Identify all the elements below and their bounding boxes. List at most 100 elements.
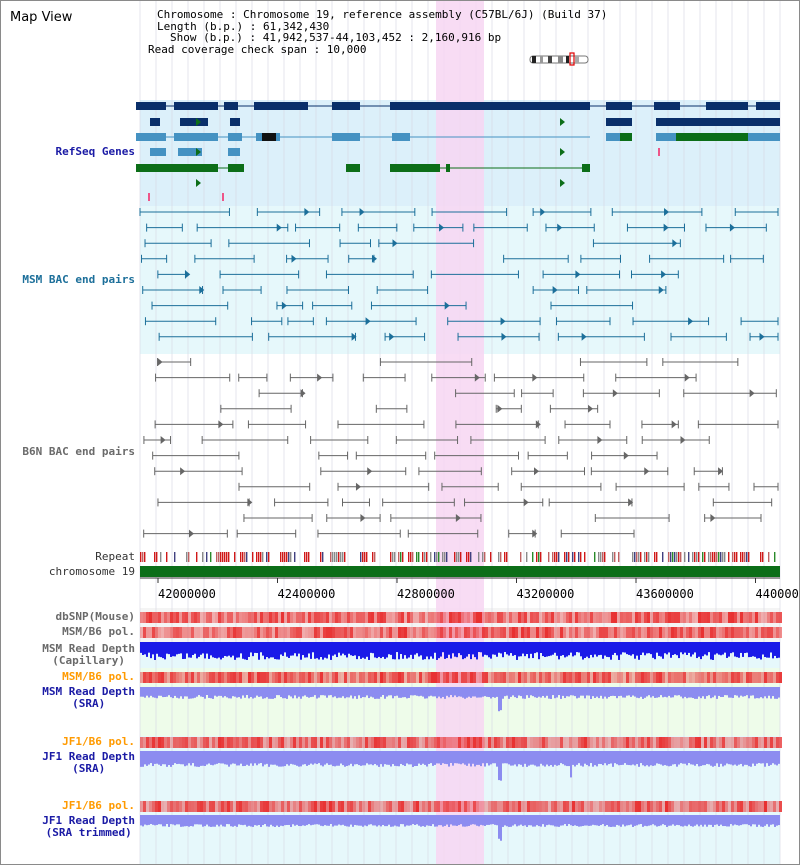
jf1-depth-trim-bar — [536, 815, 538, 826]
jf1-depth-trim-bar — [724, 815, 726, 827]
msm-pol-cell — [701, 672, 704, 683]
jf1-pol-cell — [323, 737, 326, 748]
dbsnp-cell — [170, 612, 173, 623]
msm-depth-cap-bar — [232, 642, 234, 656]
jf1-depth-trim-bar — [368, 815, 370, 825]
jf1-depth-sra-bar — [680, 751, 682, 764]
jf1-depth-trim-bar — [554, 815, 556, 827]
gene-exon — [346, 164, 360, 172]
dbsnp-cell — [599, 612, 602, 623]
msm-pol-cell — [155, 627, 158, 638]
msm-pol-cell — [497, 672, 500, 683]
msm-pol-cell — [437, 627, 440, 638]
jf1-depth-trim-bar — [540, 815, 542, 827]
msm-pol-cell — [440, 627, 443, 638]
jf1-depth-sra-bar — [314, 751, 316, 764]
jf1-depth-sra-bar — [598, 751, 600, 764]
msm-pol-cell — [245, 627, 248, 638]
jf1-depth-sra-bar — [650, 751, 652, 766]
jf1-pol-cell — [461, 737, 464, 748]
msm-pol-cell — [527, 672, 530, 683]
msm-depth-cap-bar — [174, 642, 176, 657]
dbsnp-cell — [308, 612, 311, 623]
msm-depth-cap-bar — [444, 642, 446, 659]
jf1-pol-cell — [359, 801, 362, 812]
msm-bac-pair-arrow — [661, 270, 667, 279]
msm-depth-cap-bar — [318, 642, 320, 660]
msm-pol-cell — [620, 627, 623, 638]
msm-depth-cap-bar — [156, 642, 158, 654]
msm-pol-cell — [293, 627, 296, 638]
msm-pol-cell — [731, 627, 734, 638]
msm-pol-cell — [173, 672, 176, 683]
msm-depth-cap-bar — [754, 642, 756, 657]
jf1-pol-cell — [635, 801, 638, 812]
chromosome-ideogram[interactable] — [528, 52, 592, 66]
msm-depth-sra-bar — [546, 687, 548, 696]
track-label-msm-bac: MSM BAC end pairs — [22, 273, 135, 286]
repeat-element — [710, 552, 712, 562]
msm-pol-cell — [191, 672, 194, 683]
repeat-element — [566, 552, 568, 562]
msm-depth-cap-bar — [748, 642, 750, 658]
msm-bac-pair-arrow — [199, 286, 205, 294]
msm-depth-sra-bar — [210, 687, 212, 699]
msm-depth-cap-bar — [464, 642, 466, 659]
jf1-depth-trim-bar — [498, 815, 500, 839]
msm-depth-sra-bar — [646, 687, 648, 697]
dbsnp-cell — [665, 612, 668, 623]
msm-pol-cell — [188, 627, 191, 638]
jf1-depth-trim-bar — [744, 815, 746, 825]
msm-depth-cap-bar — [718, 642, 720, 655]
jf1-depth-sra-bar — [562, 751, 564, 765]
msm-depth-sra-bar — [704, 687, 706, 699]
msm-pol-cell — [731, 672, 734, 683]
jf1-depth-trim-bar — [380, 815, 382, 827]
msm-depth-sra-bar — [608, 687, 610, 697]
msm-pol-cell — [557, 627, 560, 638]
jf1-depth-sra-bar — [336, 751, 338, 766]
jf1-depth-trim-bar — [630, 815, 632, 825]
jf1-depth-trim-bar — [604, 815, 606, 827]
msm-pol-cell — [575, 672, 578, 683]
msm-depth-sra-bar — [742, 687, 744, 697]
msm-depth-sra-bar — [526, 687, 528, 696]
msm-pol-cell — [575, 627, 578, 638]
jf1-pol-cell — [665, 737, 668, 748]
jf1-depth-trim-bar — [294, 815, 296, 826]
msm-depth-cap-bar — [746, 642, 748, 653]
jf1-pol-cell — [302, 737, 305, 748]
strand-arrow — [560, 148, 565, 156]
msm-bac-pair-arrow — [276, 223, 282, 232]
msm-pol-cell — [203, 627, 206, 638]
jf1-pol-cell — [656, 737, 659, 748]
jf1-depth-trim-bar — [354, 815, 356, 825]
jf1-depth-trim-bar — [188, 815, 190, 827]
msm-depth-cap-bar — [510, 642, 512, 654]
chromosome-text: Chromosome : Chromosome 19, reference as… — [157, 8, 608, 21]
msm-depth-sra-bar — [628, 687, 630, 696]
repeat-element — [374, 552, 376, 562]
msm-depth-cap-bar — [648, 642, 650, 654]
dbsnp-cell — [686, 612, 689, 623]
jf1-depth-sra-bar — [204, 751, 206, 766]
msm-depth-cap-bar — [254, 642, 256, 653]
jf1-pol-cell — [203, 801, 206, 812]
dbsnp-cell — [506, 612, 509, 623]
jf1-depth-trim-bar — [600, 815, 602, 826]
dbsnp-cell — [623, 612, 626, 623]
gene-exon — [136, 102, 166, 110]
jf1-depth-sra-bar — [604, 751, 606, 764]
msm-depth-sra-bar — [254, 687, 256, 698]
msm-pol-cell — [767, 627, 770, 638]
jf1-depth-sra-bar — [384, 751, 386, 765]
msm-depth-cap-bar — [692, 642, 694, 655]
repeat-element — [558, 552, 560, 562]
dbsnp-cell — [173, 612, 176, 623]
msm-depth-sra-bar — [312, 687, 314, 697]
jf1-pol-cell — [734, 737, 737, 748]
jf1-pol-cell — [506, 737, 509, 748]
msm-depth-sra-bar — [334, 687, 336, 697]
jf1-pol-cell — [485, 737, 488, 748]
